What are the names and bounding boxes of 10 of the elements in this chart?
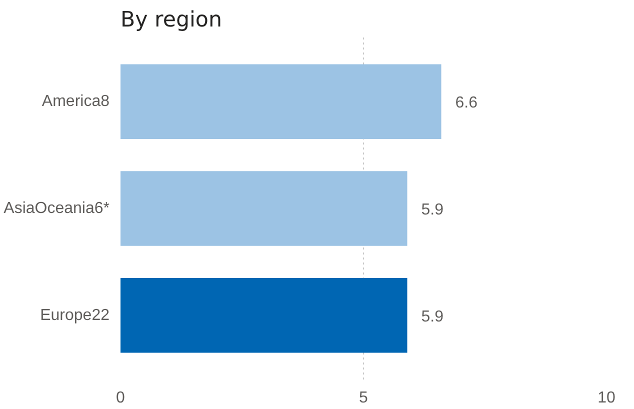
data-label: 5.9	[421, 202, 444, 218]
y-tick-label: America8	[42, 93, 110, 110]
chart-title: By region	[120, 8, 222, 32]
data-label: 6.6	[455, 94, 478, 112]
x-tick-label: 0	[116, 390, 126, 406]
x-tick-label: 10	[598, 390, 616, 406]
y-tick-label: AsiaOceania6*	[4, 200, 110, 217]
y-tick-label: Europe22	[40, 306, 110, 324]
data-label: 5.9	[421, 308, 444, 326]
x-tick-label: 5	[359, 390, 368, 406]
